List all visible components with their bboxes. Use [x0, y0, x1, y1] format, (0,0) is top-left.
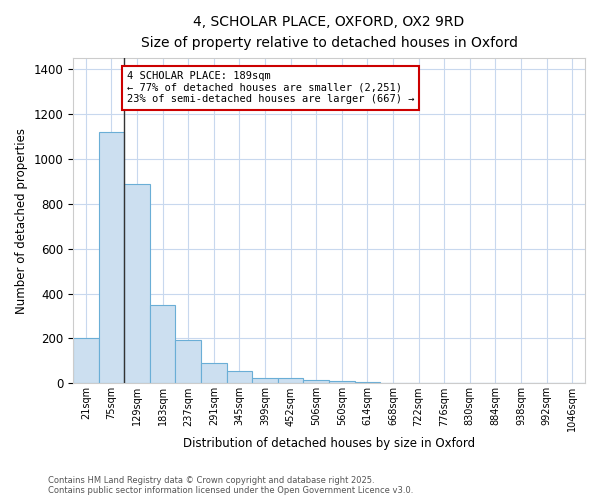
Bar	[355, 382, 380, 384]
Bar	[150, 305, 175, 384]
Bar	[124, 184, 150, 384]
Text: 4 SCHOLAR PLACE: 189sqm
← 77% of detached houses are smaller (2,251)
23% of semi: 4 SCHOLAR PLACE: 189sqm ← 77% of detache…	[127, 71, 414, 104]
Bar	[278, 378, 304, 384]
Text: Contains HM Land Registry data © Crown copyright and database right 2025.
Contai: Contains HM Land Registry data © Crown c…	[48, 476, 413, 495]
Bar	[304, 380, 329, 384]
Bar	[98, 132, 124, 384]
Title: 4, SCHOLAR PLACE, OXFORD, OX2 9RD
Size of property relative to detached houses i: 4, SCHOLAR PLACE, OXFORD, OX2 9RD Size o…	[140, 15, 518, 50]
X-axis label: Distribution of detached houses by size in Oxford: Distribution of detached houses by size …	[183, 437, 475, 450]
Bar	[252, 378, 278, 384]
Y-axis label: Number of detached properties: Number of detached properties	[15, 128, 28, 314]
Bar	[175, 340, 201, 384]
Bar	[73, 338, 98, 384]
Bar	[201, 363, 227, 384]
Bar	[329, 381, 355, 384]
Bar	[227, 371, 252, 384]
